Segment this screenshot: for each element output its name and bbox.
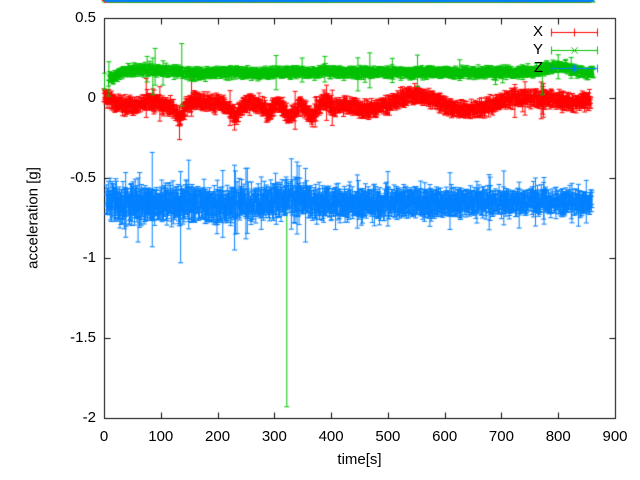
x-tick-label-800: 800 — [545, 428, 571, 445]
y-tick-label--1.5: -1.5 — [70, 329, 96, 346]
legend-label-y: Y — [532, 41, 543, 58]
x-tick-label-900: 900 — [602, 428, 628, 445]
x-tick-label-600: 600 — [432, 428, 458, 445]
legend-label-x: X — [532, 23, 543, 40]
x-tick-label-0: 0 — [99, 428, 109, 445]
y-tick-label--0.5: -0.5 — [70, 169, 96, 186]
x-axis-title: time[s] — [337, 451, 382, 468]
y-tick-label-0: 0 — [87, 89, 96, 106]
x-tick-label-100: 100 — [148, 428, 174, 445]
x-tick-label-300: 300 — [261, 428, 287, 445]
y-tick-label-0.5: 0.5 — [75, 9, 96, 26]
y-tick-label--2: -2 — [82, 409, 96, 426]
y-tick-label--1: -1 — [82, 249, 96, 266]
x-tick-label-400: 400 — [318, 428, 344, 445]
x-tick-label-200: 200 — [205, 428, 231, 445]
x-tick-label-700: 700 — [488, 428, 514, 445]
legend-label-z: Z — [533, 59, 543, 76]
x-tick-label-500: 500 — [375, 428, 401, 445]
